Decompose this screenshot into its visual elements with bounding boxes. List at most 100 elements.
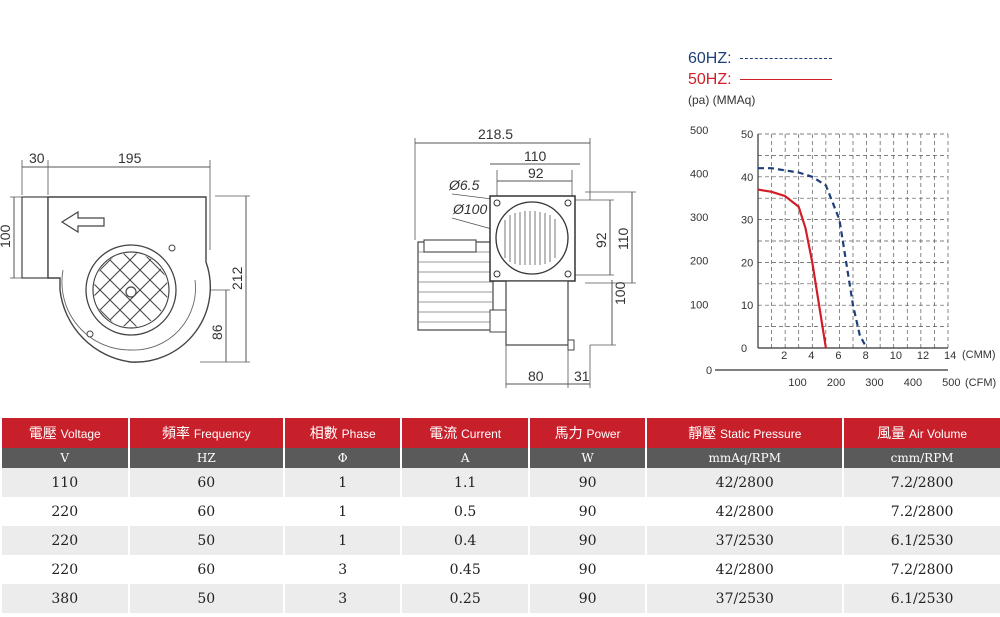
y-tick-pa: 500 xyxy=(690,125,708,137)
x-tick-cfm: 500 xyxy=(942,377,960,389)
table-cell: 60 xyxy=(127,497,284,526)
unit-cell: V xyxy=(0,448,128,468)
table-cell: 1.1 xyxy=(400,468,528,497)
table-cell: 90 xyxy=(527,468,646,497)
x-tick-cmm: 6 xyxy=(835,350,841,362)
spec-table: 電壓 Voltage 頻率 Frequency 相數 Phase 電流 Curr… xyxy=(0,418,1000,613)
x-label-cfm: (CFM) xyxy=(965,377,996,389)
x-tick-cmm: 10 xyxy=(890,350,902,362)
y-tick-mmaq: 30 xyxy=(741,215,753,227)
header-power: 馬力 Power xyxy=(527,418,646,448)
header-air-volume: 風量 Air Volume xyxy=(842,418,1000,448)
dim-v92: 92 xyxy=(593,232,609,248)
table-cell: 90 xyxy=(527,584,646,613)
table-cell: 1 xyxy=(283,497,401,526)
dim-inlet: 100 xyxy=(0,224,13,248)
legend-60hz-label: 60HZ: xyxy=(688,50,732,67)
table-cell: 0.45 xyxy=(400,555,528,584)
table-cell: 6.1/2530 xyxy=(842,584,1000,613)
x-tick-cfm: 300 xyxy=(865,377,883,389)
y-tick-mmaq: 10 xyxy=(741,300,753,312)
table-cell: 7.2/2800 xyxy=(842,555,1000,584)
table-cell: 220 xyxy=(0,555,128,584)
header-static-pressure: 靜壓 Static Pressure xyxy=(645,418,843,448)
legend-60hz: 60HZ: xyxy=(688,48,832,69)
chart-grid xyxy=(758,133,949,348)
table-cell: 50 xyxy=(127,584,284,613)
dia-hole: Ø6.5 xyxy=(448,177,480,193)
series-line-50hz xyxy=(757,188,827,349)
table-cell: 1 xyxy=(283,526,401,555)
unit-cell: Φ xyxy=(283,448,401,468)
table-cell: 42/2800 xyxy=(645,497,843,526)
unit-cell: W xyxy=(527,448,646,468)
table-cell: 90 xyxy=(527,555,646,584)
table-cell: 220 xyxy=(0,526,128,555)
table-cell: 37/2530 xyxy=(645,584,843,613)
side-view-drawing: 30 195 100 212 86 xyxy=(0,150,250,363)
header-voltage: 電壓 Voltage xyxy=(0,418,128,448)
table-row: 220 50 1 0.4 90 37/2530 6.1/2530 xyxy=(0,526,1000,555)
dim-holes: 92 xyxy=(528,165,544,181)
legend-50hz-line xyxy=(739,79,832,80)
header-frequency: 頻率 Frequency xyxy=(127,418,284,448)
unit-cell: mmAq/RPM xyxy=(645,448,843,468)
table-cell: 0.5 xyxy=(400,497,528,526)
y-tick-mmaq: 50 xyxy=(741,129,753,141)
series-line-60hz xyxy=(758,167,868,349)
table-cell: 3 xyxy=(283,555,401,584)
table-cell: 50 xyxy=(127,526,284,555)
table-cell: 42/2800 xyxy=(645,468,843,497)
header-phase: 相數 Phase xyxy=(283,418,401,448)
table-cell: 220 xyxy=(0,497,128,526)
x-tick-cfm: 200 xyxy=(827,377,845,389)
table-cell: 37/2530 xyxy=(645,526,843,555)
x-tick-cfm: 100 xyxy=(788,377,806,389)
table-cell: 7.2/2800 xyxy=(842,468,1000,497)
front-view-drawing: 218.5 110 92 Ø6.5 Ø100 92 110 100 80 31 xyxy=(414,128,636,388)
x-tick-cfm: 400 xyxy=(904,377,922,389)
y-tick-mmaq: 20 xyxy=(741,257,753,269)
y-tick-mmaq: 40 xyxy=(741,172,753,184)
y-tick-pa: 100 xyxy=(690,299,708,311)
y-tick-pa: 200 xyxy=(690,256,708,268)
table-cell: 6.1/2530 xyxy=(842,526,1000,555)
table-cell: 42/2800 xyxy=(645,555,843,584)
x-tick-cmm: 8 xyxy=(863,350,869,362)
x-tick-cmm: 14 xyxy=(944,350,956,362)
table-row: 380 50 3 0.25 90 37/2530 6.1/2530 xyxy=(0,584,1000,613)
x-tick-cmm: 12 xyxy=(917,350,929,362)
table-cell: 3 xyxy=(283,584,401,613)
dim-b31: 31 xyxy=(574,368,590,384)
table-row: 220 60 3 0.45 90 42/2800 7.2/2800 xyxy=(0,555,1000,584)
unit-cell: cmm/RPM xyxy=(842,448,1000,468)
table-units-row: V HZ Φ A W mmAq/RPM cmm/RPM xyxy=(0,448,1000,468)
dim-center: 86 xyxy=(209,324,225,340)
y-tick-mmaq: 0 xyxy=(741,343,747,355)
header-current: 電流 Current xyxy=(400,418,528,448)
table-cell: 90 xyxy=(527,497,646,526)
legend-50hz: 50HZ: xyxy=(688,69,832,90)
x-tick-cmm: 4 xyxy=(808,350,814,362)
dim-flange: 110 xyxy=(524,148,547,164)
x-tick-cmm: 2 xyxy=(781,350,787,362)
origin-pa: 0 xyxy=(706,365,712,377)
table-cell: 60 xyxy=(127,468,284,497)
table-cell: 7.2/2800 xyxy=(842,497,1000,526)
table-cell: 0.4 xyxy=(400,526,528,555)
legend-units: (pa) (MMAq) xyxy=(688,93,756,107)
y-tick-pa: 400 xyxy=(690,168,708,180)
x-label-cmm: (CMM) xyxy=(962,349,996,361)
chart-legend: 60HZ: 50HZ: (pa) (MMAq) xyxy=(688,48,832,111)
dim-v110: 110 xyxy=(615,227,631,250)
table-cell: 380 xyxy=(0,584,128,613)
unit-cell: HZ xyxy=(127,448,284,468)
table-cell: 110 xyxy=(0,468,128,497)
legend-50hz-label: 50HZ: xyxy=(688,71,732,88)
dim-total: 218.5 xyxy=(478,128,513,142)
dim-width-a: 30 xyxy=(29,150,45,166)
table-row: 220 60 1 0.5 90 42/2800 7.2/2800 xyxy=(0,497,1000,526)
dia-outlet: Ø100 xyxy=(452,201,487,217)
legend-60hz-line xyxy=(739,58,832,59)
